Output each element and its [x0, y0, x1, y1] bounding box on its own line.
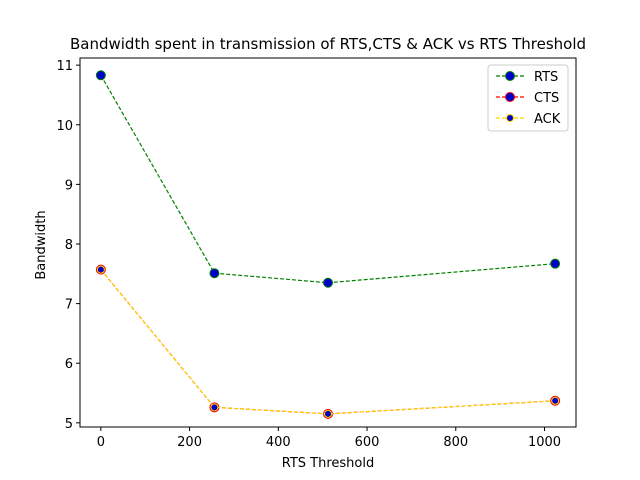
data-point-ack: [210, 403, 219, 412]
series-line-rts: [100, 74, 556, 284]
x-tick-label: 1000: [528, 435, 561, 450]
legend-marker-rts: [505, 71, 515, 81]
y-tick-label: 6: [65, 357, 73, 372]
x-tick-label: 400: [266, 435, 291, 450]
y-axis-label: Bandwidth: [34, 210, 49, 279]
legend-label-cts: CTS: [534, 91, 559, 106]
data-point-ack: [96, 265, 105, 274]
data-point-ack: [324, 409, 332, 418]
x-tick-label: 800: [443, 435, 468, 450]
y-tick-label: 10: [56, 119, 73, 134]
legend-marker-cts: [505, 92, 515, 102]
data-point-rts: [209, 268, 220, 279]
legend-box: [487, 64, 569, 132]
series-line-ack: [100, 269, 556, 415]
y-tick-label: 7: [65, 298, 73, 313]
data-point-rts: [95, 70, 106, 81]
x-axis-label: RTS Threshold: [282, 456, 374, 471]
legend-label-ack: ACK: [534, 112, 561, 127]
x-tick-label: 200: [177, 435, 202, 450]
data-point-ack: [551, 396, 560, 405]
legend-marker-ack: [506, 114, 514, 122]
legend: RTS CTS ACK: [487, 64, 569, 132]
y-tick-label: 8: [65, 238, 73, 253]
data-point-rts: [550, 258, 561, 269]
x-tick-label: 600: [355, 435, 380, 450]
y-tick-label: 9: [65, 178, 73, 193]
chart-title: Bandwidth spent in transmission of RTS,C…: [70, 35, 586, 53]
x-tick-label: 0: [97, 435, 105, 450]
legend-label-rts: RTS: [534, 70, 558, 85]
y-tick-label: 5: [65, 417, 73, 432]
data-point-rts: [323, 277, 333, 288]
axes-frame: [79, 57, 577, 428]
plot-area: 0 200 400 600 800 1000 5 6 7 8 9 10 11: [56, 57, 577, 450]
y-tick-label: 11: [56, 59, 73, 74]
